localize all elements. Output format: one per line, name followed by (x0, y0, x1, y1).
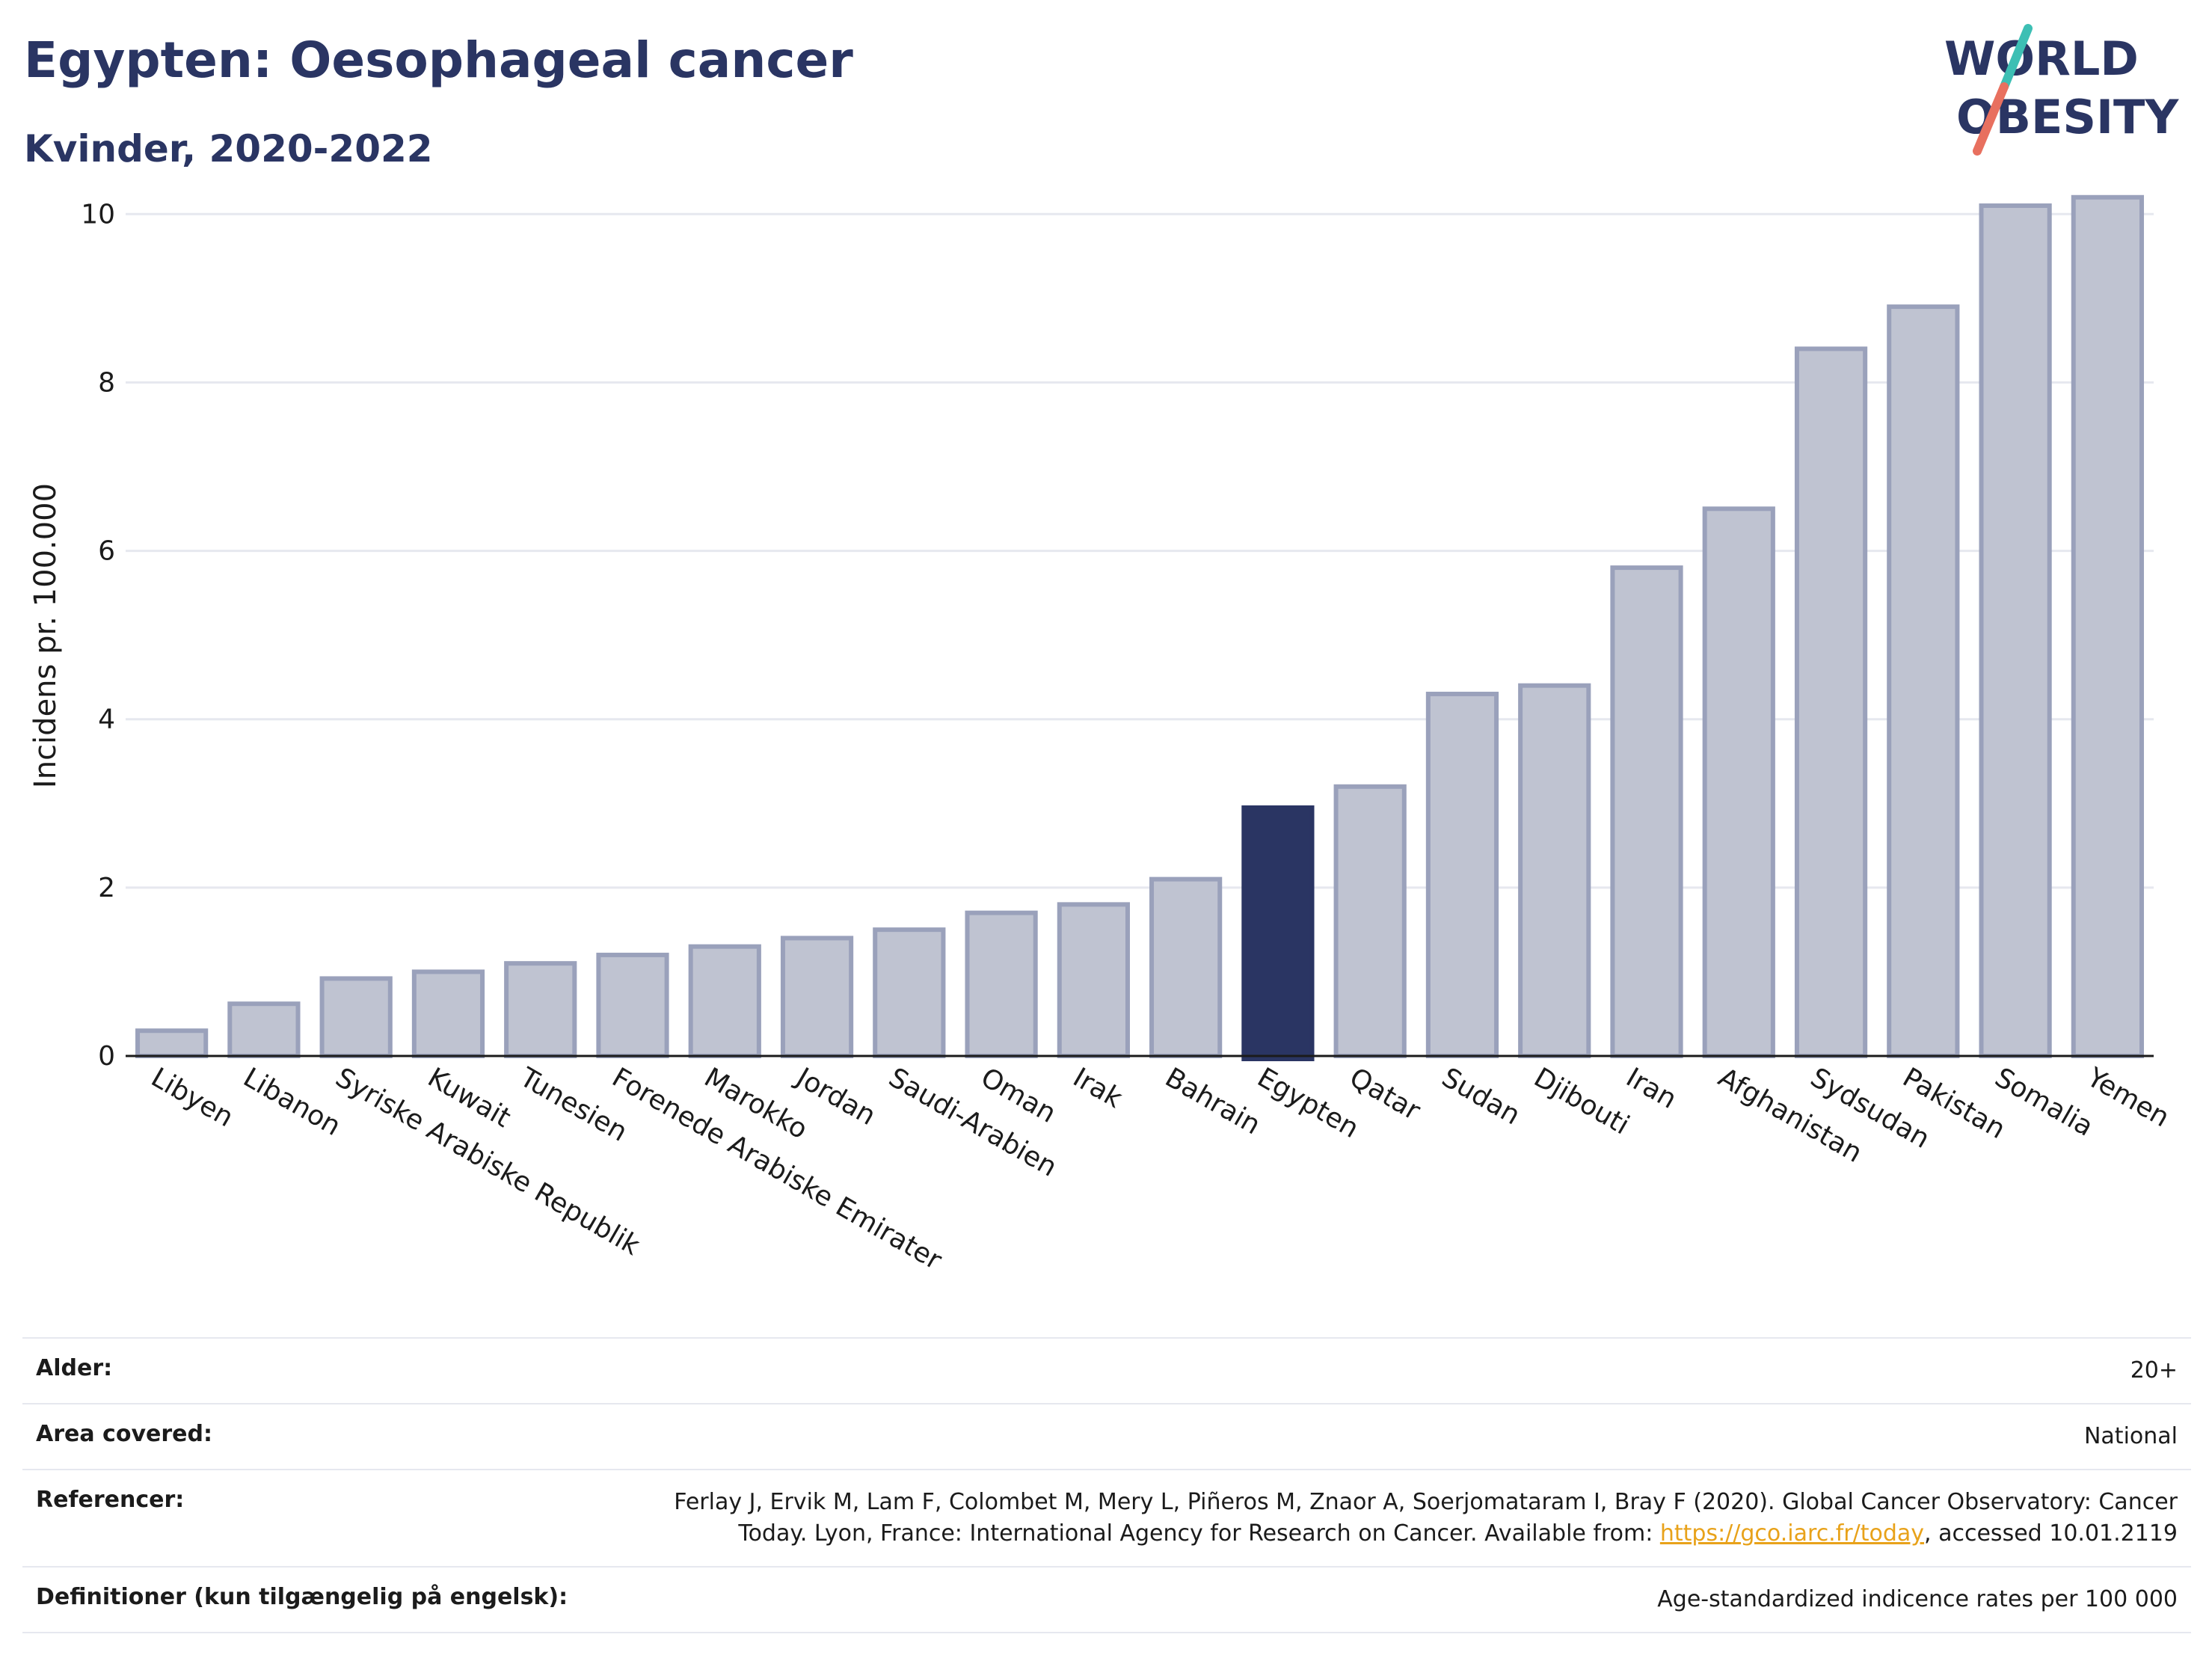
bar-pakistan[interactable] (1887, 304, 1960, 1059)
y-tick-label: 0 (98, 1041, 115, 1072)
reference-text: Ferlay J, Ervik M, Lam F, Colombet M, Me… (674, 1489, 2178, 1547)
logo-slash-bottom (1973, 82, 2009, 156)
bar-syriske-arabiske-republik[interactable] (319, 976, 393, 1059)
bar-qatar[interactable] (1333, 784, 1407, 1058)
meta-value-age: 20+ (2130, 1357, 2178, 1384)
x-tick-label: Libyen (146, 1062, 239, 1133)
x-tick-label: Yemen (2081, 1062, 2175, 1134)
bar-oman[interactable] (965, 910, 1038, 1059)
y-tick-label: 2 (98, 873, 115, 903)
bar-sydsudan[interactable] (1794, 346, 1868, 1058)
bar-jordan[interactable] (780, 936, 854, 1059)
logo-slash-top (2000, 24, 2033, 91)
metadata-table: Alder: 20+ Area covered: National Refere… (22, 1337, 2191, 1633)
y-tick-label: 10 (81, 199, 115, 230)
bar-tunesien[interactable] (504, 961, 577, 1058)
bar-libanon[interactable] (227, 1001, 301, 1058)
chart-subtitle: Kvinder, 2020-2022 (24, 127, 433, 171)
bar-djibouti[interactable] (1518, 683, 1591, 1059)
meta-key-age: Alder: (36, 1355, 113, 1381)
bar-afghanistan[interactable] (1702, 506, 1775, 1058)
logo-text-world: WORLD (1944, 31, 2139, 86)
reference-accessed: , accessed 10.01.2119 (1924, 1520, 2178, 1547)
x-tick-label: Somalia (1990, 1062, 2098, 1143)
bar-saudi-arabien[interactable] (873, 927, 946, 1059)
world-obesity-logo: WORLD OBESITY (1944, 24, 2179, 156)
chart-title: Egypten: Oesophageal cancer (24, 31, 853, 89)
bar-sudan[interactable] (1425, 691, 1499, 1058)
bar-somalia[interactable] (1979, 203, 2052, 1059)
bar-libyen[interactable] (135, 1028, 209, 1058)
bar-yemen[interactable] (2071, 194, 2144, 1058)
bars (135, 194, 2144, 1062)
meta-value-references: Ferlay J, Ervik M, Lam F, Colombet M, Me… (622, 1487, 2178, 1550)
x-tick-label: Djibouti (1529, 1062, 1634, 1140)
meta-row-definitions: Definitioner (kun tilgængelig på engelsk… (22, 1568, 2191, 1633)
reference-link[interactable]: https://gco.iarc.fr/today (1659, 1520, 1925, 1547)
meta-key-definitions: Definitioner (kun tilgængelig på engelsk… (36, 1584, 568, 1610)
meta-key-area: Area covered: (36, 1421, 212, 1447)
meta-key-references: Referencer: (36, 1487, 185, 1513)
x-tick-label: Libanon (238, 1062, 345, 1142)
y-tick-label: 6 (98, 536, 115, 567)
y-axis-label: Incidens pr. 100.000 (28, 483, 63, 788)
bar-irak[interactable] (1057, 902, 1130, 1058)
x-tick-label: Iran (1621, 1062, 1682, 1115)
bar-bahrain[interactable] (1149, 876, 1223, 1058)
x-tick-label: Irak (1068, 1062, 1128, 1114)
bar-iran[interactable] (1610, 565, 1683, 1058)
meta-value-definitions: Age-standardized indicence rates per 100… (1657, 1586, 2178, 1612)
x-tick-label: Sudan (1437, 1062, 1526, 1131)
meta-row-area: Area covered: National (22, 1404, 2191, 1470)
y-tick-label: 8 (98, 367, 115, 398)
meta-row-age: Alder: 20+ (22, 1339, 2191, 1404)
x-tick-label: Egypten (1252, 1062, 1363, 1144)
y-tick-label: 4 (98, 704, 115, 735)
bar-kuwait[interactable] (411, 969, 485, 1059)
x-tick-label: Bahrain (1160, 1062, 1265, 1140)
meta-value-area: National (2083, 1423, 2178, 1449)
bar-egypten[interactable] (1241, 805, 1315, 1062)
meta-row-references: Referencer: Ferlay J, Ervik M, Lam F, Co… (22, 1470, 2191, 1568)
bar-forenede-arabiske-emirater[interactable] (596, 952, 669, 1059)
bar-marokko[interactable] (688, 944, 761, 1058)
